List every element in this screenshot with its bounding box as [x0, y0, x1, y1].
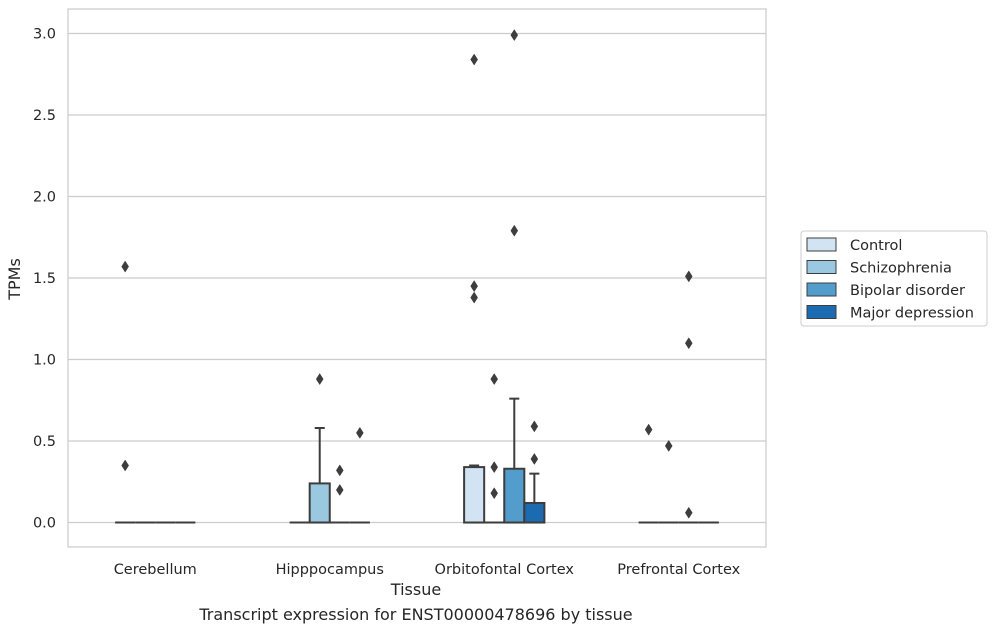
box-iqr — [523, 501, 546, 524]
outlier-point — [121, 459, 129, 472]
outlier-point — [315, 373, 324, 386]
y-tick-label: 2.5 — [33, 108, 56, 124]
x-axis-label: Tissue — [390, 580, 441, 599]
box-schizophrenia — [484, 373, 505, 524]
y-tick-label: 1.0 — [33, 353, 56, 369]
outlier-point — [510, 224, 519, 237]
outlier-point — [490, 373, 499, 386]
outlier-point — [121, 260, 129, 273]
outlier-point — [356, 426, 364, 439]
outlier-point — [470, 280, 478, 293]
y-tick-label: 2.0 — [33, 189, 56, 205]
legend-swatch — [806, 260, 837, 274]
x-tick-label: Hipppocampus — [276, 562, 384, 578]
outlier-point — [530, 452, 539, 465]
chart-caption: Transcript expression for ENST0000047869… — [199, 605, 633, 624]
legend-label: Bipolar disorder — [850, 283, 965, 299]
box-control — [463, 53, 486, 524]
outlier-point — [684, 337, 693, 350]
box-major-depression — [523, 420, 546, 524]
legend-frame — [800, 230, 988, 327]
outlier-point — [335, 464, 344, 477]
legend-label: Control — [850, 238, 902, 254]
x-tick-label: Orbitofontal Cortex — [435, 562, 575, 578]
outlier-point — [684, 506, 693, 519]
box-iqr — [308, 482, 331, 524]
outlier-point — [644, 423, 653, 436]
box-control — [638, 423, 659, 524]
outlier-point — [530, 420, 539, 433]
outlier-point — [470, 291, 478, 304]
legend-swatch — [806, 237, 837, 252]
y-tick-label: 1.5 — [33, 271, 56, 287]
x-axis-ticks: Cerebellum Hipppocampus Orbitofontal Corte… — [114, 562, 741, 578]
outlier-point — [684, 270, 693, 283]
y-axis-label: TPMs — [5, 258, 24, 301]
box-schizophrenia — [658, 439, 679, 524]
y-tick-label: 0.0 — [33, 516, 56, 532]
box-major-depression — [349, 426, 370, 524]
box-iqr — [463, 466, 486, 524]
y-axis-ticks: 0.0 0.5 1.0 1.5 2.0 2.5 3.0 — [33, 26, 56, 531]
outlier-point — [664, 439, 673, 452]
legend-swatch — [806, 282, 837, 297]
legend-label: Schizophrenia — [850, 261, 952, 277]
outlier-point — [510, 29, 519, 42]
legend-swatch — [806, 305, 837, 319]
box-iqr — [503, 467, 526, 524]
box-bipolar-disorder — [329, 464, 350, 524]
outlier-point — [490, 461, 499, 474]
y-tick-label: 0.5 — [33, 434, 56, 450]
plot-frame — [67, 8, 767, 548]
legend-label: Major depression — [850, 306, 974, 322]
x-tick-label: Prefrontal Cortex — [617, 562, 740, 578]
x-tick-label: Cerebellum — [114, 562, 197, 578]
gridlines — [68, 32, 766, 524]
box-control — [115, 260, 136, 524]
box-plot-marks — [115, 29, 719, 524]
outlier-point — [470, 53, 478, 66]
outlier-point — [490, 487, 499, 500]
legend: Control Schizophrenia Bipolar disorder Majo… — [800, 230, 988, 327]
box-bipolar-disorder — [678, 270, 699, 524]
box-schizophrenia — [308, 373, 331, 524]
box-bipolar-disorder — [503, 29, 526, 524]
y-tick-label: 3.0 — [33, 26, 56, 42]
outlier-point — [335, 483, 344, 496]
